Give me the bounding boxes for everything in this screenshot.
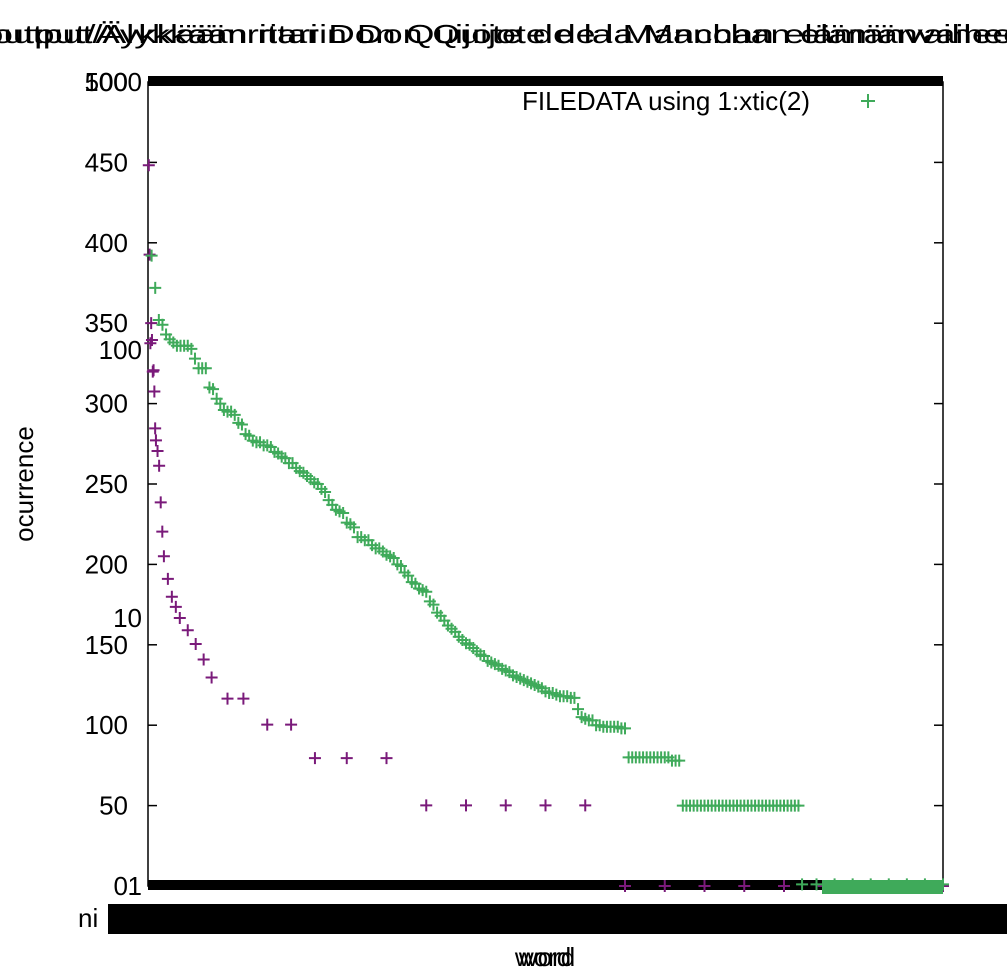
y-tick-label-linear: 450: [85, 147, 128, 177]
data-point-log: [619, 880, 631, 892]
data-point-linear: [427, 598, 440, 611]
data-point-linear: [185, 342, 198, 355]
data-point-log: [165, 590, 178, 603]
y-tick-label-log: 10: [113, 603, 142, 633]
top-tic-band: [148, 76, 943, 86]
data-point-log: [173, 612, 186, 624]
green-baseline-strip: [822, 880, 943, 894]
data-point-log: [499, 799, 512, 812]
data-point-log: [658, 880, 671, 892]
data-point-linear: [796, 878, 809, 891]
data-point-linear: [420, 585, 433, 598]
data-point-log: [142, 159, 155, 172]
data-point-log: [380, 752, 393, 765]
data-point-linear: [568, 691, 581, 704]
data-point-linear: [394, 560, 407, 573]
data-point-linear: [228, 408, 241, 421]
y-tick-label-linear: 100: [85, 710, 128, 740]
y-tick-label-linear: 400: [85, 228, 128, 258]
y-axis-label: ocurrence: [9, 426, 39, 542]
data-point-log: [197, 653, 210, 666]
data-point-log: [340, 752, 353, 765]
data-point-log: [308, 752, 321, 765]
data-point-log: [221, 692, 234, 705]
y-tick-label-linear: 0: [114, 871, 128, 901]
y-tick-label-linear: 300: [85, 389, 128, 419]
data-point-linear: [792, 799, 805, 812]
data-point-log: [285, 718, 298, 731]
data-point-linear: [188, 352, 201, 365]
chart-title-b: output/Älykkään ritarin Don Quijote de l…: [0, 19, 1007, 49]
data-point-linear: [319, 486, 332, 499]
x-tick-label-fragment: ni: [78, 903, 98, 933]
data-point-log: [539, 799, 552, 812]
data-point-log: [151, 444, 164, 457]
data-point-log: [698, 880, 711, 892]
data-point-linear: [145, 249, 158, 262]
legend-marker: [861, 94, 875, 108]
legend-label: FILEDATA using 1:xtic(2): [522, 86, 810, 116]
data-point-linear: [402, 569, 415, 582]
legend-plus-marker: [861, 94, 875, 108]
data-point-log: [153, 459, 166, 472]
y-tick-label-linear: 50: [99, 791, 128, 821]
y-tick-label-linear: 350: [85, 308, 128, 338]
bottom-tic-band: [148, 880, 943, 890]
data-point-log: [738, 880, 751, 892]
data-point-linear: [347, 521, 360, 534]
data-point-log: [157, 550, 170, 563]
y-tick-label-linear: 200: [85, 549, 128, 579]
data-point-log: [149, 434, 162, 447]
data-point-linear: [156, 318, 169, 331]
data-point-log: [156, 525, 169, 538]
data-point-log: [149, 422, 162, 435]
x-axis-label-a: word: [514, 942, 571, 972]
y-tick-label-linear: 250: [85, 469, 128, 499]
data-point-linear: [199, 362, 212, 375]
data-point-linear: [387, 551, 400, 564]
data-point-linear: [337, 506, 350, 519]
data-point-log: [169, 600, 182, 613]
data-point-log: [237, 692, 250, 705]
y-tick-label-linear: 500: [85, 67, 128, 97]
data-point-log: [181, 624, 194, 637]
series-linear-plot: [145, 249, 949, 891]
data-point-log: [205, 671, 218, 684]
data-point-log: [579, 799, 592, 812]
data-point-log: [161, 572, 174, 585]
data-point-log: [420, 799, 433, 812]
data-point-log: [778, 880, 790, 892]
data-point-linear: [149, 281, 162, 294]
y-tick-label-log: 100: [99, 335, 142, 365]
data-point-linear: [235, 418, 248, 431]
data-point-linear: [673, 754, 686, 767]
x-tick-label-mass: [108, 904, 1007, 934]
data-point-log: [460, 799, 472, 812]
data-point-linear: [810, 878, 823, 891]
data-point-log: [261, 718, 274, 731]
data-point-linear: [214, 397, 227, 410]
series-log-plot: [142, 159, 949, 892]
data-point-linear: [572, 703, 585, 716]
data-point-log: [147, 364, 160, 377]
data-point-log: [154, 496, 167, 509]
data-point-log: [189, 637, 202, 650]
data-point-linear: [207, 383, 220, 396]
x-axis-label-b: word: [518, 942, 575, 972]
y-tick-label-log: 1000: [84, 67, 142, 97]
y-tick-label-linear: 150: [85, 630, 128, 660]
data-point-log: [148, 385, 161, 398]
data-point-linear: [619, 722, 631, 735]
legend: FILEDATA using 1:xtic(2): [522, 86, 875, 116]
data-point-log: [143, 248, 156, 261]
data-point-log: [145, 333, 158, 346]
data-point-log: [145, 317, 158, 330]
chart-title-a: output/Äykkäämritari Don Quijote de la M…: [0, 19, 1007, 49]
y-axis-linear: 0 50 100 150 200 250 300 350 400 450 500: [85, 67, 943, 901]
y-tick-label-log: 1: [128, 871, 142, 901]
